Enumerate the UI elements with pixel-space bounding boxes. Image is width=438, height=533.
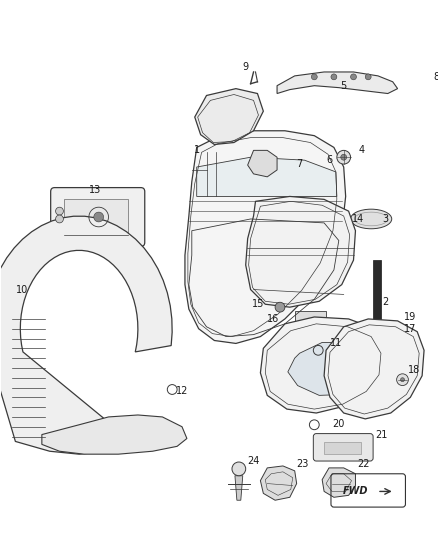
Circle shape xyxy=(397,374,408,385)
Text: 19: 19 xyxy=(404,312,417,322)
Text: 10: 10 xyxy=(16,285,28,295)
Text: 11: 11 xyxy=(330,338,342,349)
Text: 13: 13 xyxy=(88,184,101,195)
Circle shape xyxy=(341,154,346,160)
Bar xyxy=(64,199,128,235)
Polygon shape xyxy=(195,88,263,144)
Circle shape xyxy=(331,74,337,80)
Circle shape xyxy=(350,74,357,80)
FancyBboxPatch shape xyxy=(51,188,145,246)
FancyBboxPatch shape xyxy=(313,433,373,461)
Circle shape xyxy=(94,212,104,222)
Text: 12: 12 xyxy=(176,386,188,397)
Polygon shape xyxy=(185,131,346,343)
FancyBboxPatch shape xyxy=(353,366,404,382)
Text: 22: 22 xyxy=(357,459,370,469)
Circle shape xyxy=(400,378,404,382)
Circle shape xyxy=(337,150,350,164)
Text: 16: 16 xyxy=(267,314,279,324)
Polygon shape xyxy=(322,468,356,497)
Circle shape xyxy=(275,302,285,312)
Polygon shape xyxy=(261,317,388,413)
Text: 7: 7 xyxy=(297,159,303,169)
Text: 23: 23 xyxy=(297,459,309,469)
Text: FWD: FWD xyxy=(343,487,368,496)
Text: 8: 8 xyxy=(434,72,438,82)
Bar xyxy=(324,442,361,454)
Polygon shape xyxy=(246,197,356,307)
Bar xyxy=(373,260,381,327)
Polygon shape xyxy=(288,342,378,395)
Bar xyxy=(307,159,317,170)
Polygon shape xyxy=(42,415,187,454)
Circle shape xyxy=(311,74,317,80)
Polygon shape xyxy=(261,466,297,500)
Polygon shape xyxy=(277,72,398,93)
Text: 24: 24 xyxy=(247,456,260,466)
Text: 18: 18 xyxy=(408,365,420,375)
Text: 2: 2 xyxy=(383,297,389,307)
Text: 4: 4 xyxy=(358,146,364,155)
Bar xyxy=(295,311,326,324)
Text: 14: 14 xyxy=(352,214,364,224)
Circle shape xyxy=(56,215,64,223)
Polygon shape xyxy=(247,150,277,177)
Polygon shape xyxy=(0,216,172,454)
Text: 9: 9 xyxy=(243,62,249,72)
Bar xyxy=(224,123,236,133)
FancyBboxPatch shape xyxy=(278,270,336,288)
Text: 5: 5 xyxy=(341,80,347,91)
Polygon shape xyxy=(235,476,243,500)
Circle shape xyxy=(365,74,371,80)
Text: 3: 3 xyxy=(383,214,389,224)
Ellipse shape xyxy=(350,209,392,229)
Text: 20: 20 xyxy=(332,419,345,429)
Text: 17: 17 xyxy=(404,324,417,334)
Text: 1: 1 xyxy=(194,146,200,155)
Text: 15: 15 xyxy=(252,299,265,309)
Polygon shape xyxy=(324,319,424,419)
Circle shape xyxy=(232,462,246,476)
Polygon shape xyxy=(197,157,337,197)
Text: 21: 21 xyxy=(375,430,387,440)
Text: 6: 6 xyxy=(326,155,332,165)
Circle shape xyxy=(56,207,64,215)
